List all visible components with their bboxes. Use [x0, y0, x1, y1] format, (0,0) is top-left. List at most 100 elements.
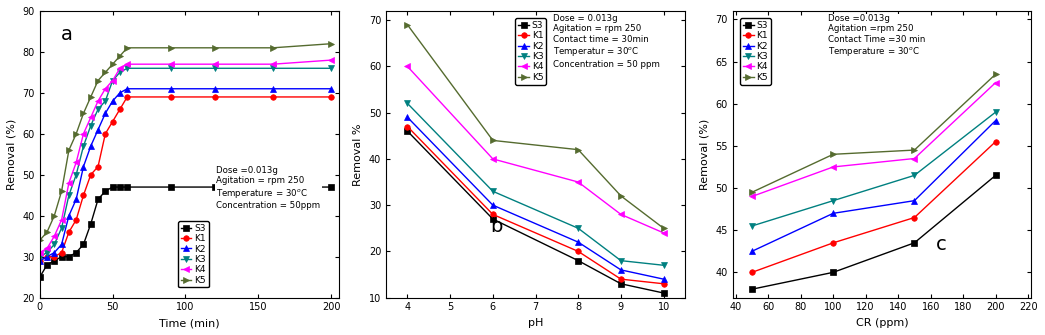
- S3: [92, 197, 104, 201]
- K3: [77, 144, 90, 148]
- S3: [33, 275, 46, 279]
- K3: [99, 99, 112, 103]
- K5: [70, 132, 83, 136]
- K4: [746, 194, 759, 198]
- K5: [614, 194, 627, 198]
- K1: [990, 140, 1002, 144]
- K3: [401, 102, 414, 106]
- K5: [41, 230, 53, 234]
- S3: [48, 259, 61, 263]
- S3: [325, 185, 338, 189]
- Line: K4: K4: [749, 80, 998, 199]
- K2: [70, 197, 83, 201]
- K2: [572, 240, 584, 244]
- K2: [121, 87, 134, 91]
- K3: [827, 199, 839, 203]
- K1: [827, 241, 839, 245]
- Line: K5: K5: [37, 41, 334, 243]
- K5: [746, 190, 759, 194]
- K2: [92, 128, 104, 132]
- K5: [114, 54, 126, 58]
- Legend: S3, K1, K2, K3, K4, K5: S3, K1, K2, K3, K4, K5: [740, 18, 770, 84]
- K1: [208, 95, 220, 99]
- K2: [33, 259, 46, 263]
- Line: K1: K1: [749, 139, 998, 275]
- S3: [487, 217, 500, 221]
- K1: [325, 95, 338, 99]
- K4: [121, 62, 134, 66]
- K3: [487, 189, 500, 193]
- K2: [990, 119, 1002, 123]
- Line: K3: K3: [749, 109, 998, 229]
- S3: [63, 255, 75, 259]
- Line: K5: K5: [404, 22, 667, 231]
- S3: [85, 222, 97, 226]
- S3: [70, 251, 83, 255]
- K4: [401, 64, 414, 68]
- K3: [92, 107, 104, 111]
- K1: [572, 249, 584, 253]
- K5: [657, 226, 670, 230]
- K2: [401, 115, 414, 119]
- X-axis label: Time (min): Time (min): [159, 318, 219, 328]
- S3: [990, 173, 1002, 177]
- K1: [165, 95, 178, 99]
- K2: [48, 251, 61, 255]
- K4: [107, 79, 119, 83]
- K5: [63, 148, 75, 152]
- Line: K2: K2: [749, 118, 998, 254]
- K4: [165, 62, 178, 66]
- Line: K3: K3: [37, 66, 334, 260]
- K3: [33, 255, 46, 259]
- Line: S3: S3: [749, 173, 998, 292]
- K2: [746, 249, 759, 253]
- K5: [487, 138, 500, 142]
- K5: [908, 148, 921, 152]
- K5: [33, 238, 46, 242]
- K5: [121, 46, 134, 50]
- K3: [114, 70, 126, 74]
- K5: [572, 148, 584, 152]
- K4: [614, 212, 627, 216]
- K1: [908, 215, 921, 219]
- K3: [746, 224, 759, 228]
- K4: [77, 132, 90, 136]
- K5: [77, 111, 90, 115]
- Text: Dose =0.013g
Agitation = rpm 250
Temperature = 30$^o$C
Concentration = 50ppm: Dose =0.013g Agitation = rpm 250 Tempera…: [216, 166, 320, 210]
- S3: [107, 185, 119, 189]
- K5: [55, 189, 68, 193]
- K5: [401, 23, 414, 27]
- K1: [41, 255, 53, 259]
- Legend: S3, K1, K2, K3, K4, K5: S3, K1, K2, K3, K4, K5: [515, 18, 545, 84]
- K5: [827, 152, 839, 156]
- K1: [55, 251, 68, 255]
- K4: [92, 99, 104, 103]
- K2: [165, 87, 178, 91]
- K5: [99, 70, 112, 74]
- K4: [70, 160, 83, 164]
- K5: [92, 79, 104, 83]
- K4: [99, 87, 112, 91]
- S3: [572, 259, 584, 263]
- K4: [325, 58, 338, 62]
- K1: [33, 259, 46, 263]
- K1: [401, 125, 414, 129]
- K1: [657, 282, 670, 286]
- K3: [63, 193, 75, 197]
- X-axis label: pH: pH: [528, 318, 543, 328]
- S3: [401, 129, 414, 133]
- K1: [77, 193, 90, 197]
- K3: [55, 226, 68, 230]
- K5: [48, 214, 61, 218]
- S3: [266, 185, 279, 189]
- K4: [990, 81, 1002, 85]
- K2: [41, 255, 53, 259]
- K5: [325, 42, 338, 46]
- S3: [121, 185, 134, 189]
- K3: [121, 66, 134, 70]
- K5: [266, 46, 279, 50]
- K2: [55, 243, 68, 247]
- K2: [107, 99, 119, 103]
- Line: K5: K5: [749, 71, 998, 195]
- K1: [107, 120, 119, 124]
